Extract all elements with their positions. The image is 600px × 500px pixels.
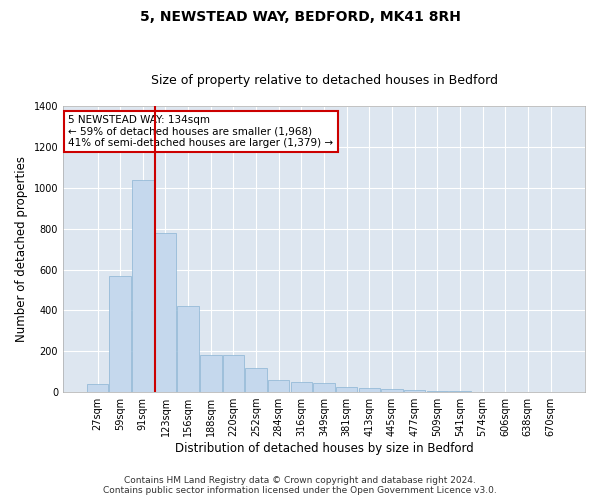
Title: Size of property relative to detached houses in Bedford: Size of property relative to detached ho… — [151, 74, 497, 87]
Bar — [313, 383, 335, 392]
Bar — [245, 368, 267, 392]
Bar — [359, 388, 380, 392]
Bar — [223, 356, 244, 392]
Bar — [132, 180, 154, 392]
Bar — [109, 276, 131, 392]
Y-axis label: Number of detached properties: Number of detached properties — [15, 156, 28, 342]
Bar — [427, 391, 448, 392]
X-axis label: Distribution of detached houses by size in Bedford: Distribution of detached houses by size … — [175, 442, 473, 455]
Bar — [268, 380, 289, 392]
Text: 5 NEWSTEAD WAY: 134sqm
← 59% of detached houses are smaller (1,968)
41% of semi-: 5 NEWSTEAD WAY: 134sqm ← 59% of detached… — [68, 115, 334, 148]
Bar — [336, 387, 358, 392]
Text: Contains HM Land Registry data © Crown copyright and database right 2024.
Contai: Contains HM Land Registry data © Crown c… — [103, 476, 497, 495]
Bar — [178, 306, 199, 392]
Bar — [404, 390, 425, 392]
Bar — [155, 233, 176, 392]
Bar — [200, 356, 221, 392]
Text: 5, NEWSTEAD WAY, BEDFORD, MK41 8RH: 5, NEWSTEAD WAY, BEDFORD, MK41 8RH — [140, 10, 460, 24]
Bar — [381, 389, 403, 392]
Bar — [290, 382, 312, 392]
Bar — [87, 384, 108, 392]
